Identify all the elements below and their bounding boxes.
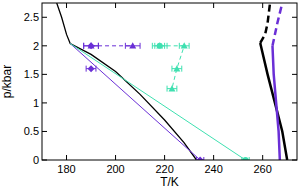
y-tick-label: 2 — [33, 40, 39, 52]
error-bar — [179, 43, 189, 49]
x-tick-top — [262, 3, 263, 8]
x-tick — [66, 155, 67, 160]
x-tick-label: 240 — [204, 163, 222, 175]
marker — [88, 65, 95, 72]
marker — [197, 157, 204, 161]
x-tick — [262, 155, 263, 160]
y-tick-right — [292, 74, 297, 75]
y-tick — [42, 45, 47, 46]
error-bar — [84, 43, 99, 49]
plot-data — [57, 3, 287, 160]
x-axis-label: T/K — [160, 175, 179, 189]
marker — [173, 65, 180, 71]
error-bar — [86, 66, 96, 72]
y-axis-label: p/kbar — [0, 65, 14, 98]
series-line — [272, 3, 282, 46]
series-line — [160, 46, 185, 89]
error-bar — [84, 43, 99, 49]
error-bar — [172, 66, 182, 72]
y-tick — [42, 17, 47, 18]
error-bar — [167, 86, 177, 92]
x-tick-top — [213, 3, 214, 8]
y-tick-label: 1 — [33, 97, 39, 109]
series-line — [70, 44, 245, 160]
y-tick-label: 2.5 — [24, 11, 39, 23]
x-tick-top — [164, 3, 165, 8]
marker — [157, 43, 163, 49]
plot-frame — [42, 3, 297, 160]
marker — [168, 85, 175, 91]
y-tick — [42, 131, 47, 132]
series-line — [260, 3, 270, 43]
x-tick-top — [115, 3, 116, 8]
x-tick-label: 220 — [155, 163, 173, 175]
y-tick-right — [292, 17, 297, 18]
x-tick-label: 200 — [106, 163, 124, 175]
error-bar — [155, 43, 165, 49]
y-tick-label: 1.5 — [24, 68, 39, 80]
y-tick-label: 0.5 — [24, 125, 39, 137]
y-tick-right — [292, 102, 297, 103]
y-tick-right — [292, 45, 297, 46]
error-bar — [125, 43, 140, 49]
series-line — [70, 44, 200, 160]
marker — [181, 42, 188, 48]
y-tick-label: 0 — [33, 154, 39, 166]
x-tick — [213, 155, 214, 160]
chart: 180 200 220 240 260 0 0.5 1 1.5 2 2.5 T/K p/kbar — [0, 0, 299, 189]
x-tick-label: 260 — [253, 163, 271, 175]
y-tick — [42, 74, 47, 75]
y-tick-right — [292, 131, 297, 132]
marker — [88, 42, 95, 49]
marker — [88, 42, 95, 48]
marker — [129, 42, 136, 48]
x-tick — [115, 155, 116, 160]
x-tick-top — [66, 3, 67, 8]
x-tick — [164, 155, 165, 160]
series-line — [260, 43, 287, 160]
series-line — [272, 46, 279, 160]
marker — [156, 42, 163, 48]
x-tick-label: 180 — [57, 163, 75, 175]
error-bar — [152, 43, 167, 49]
y-tick — [42, 102, 47, 103]
